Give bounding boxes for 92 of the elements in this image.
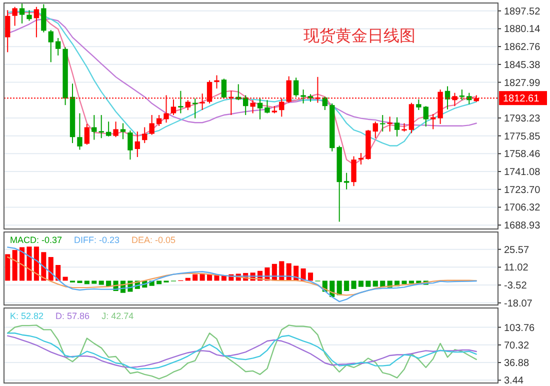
candlestick xyxy=(156,114,162,126)
y-tick-label: 1793.23 xyxy=(504,113,541,124)
y-tick-label: 1706.32 xyxy=(504,202,541,214)
bar xyxy=(20,247,25,281)
bar xyxy=(408,280,414,284)
candlestick xyxy=(430,114,436,130)
candlestick xyxy=(106,121,112,137)
candlestick xyxy=(214,74,220,90)
candlestick xyxy=(92,114,97,140)
candlestick xyxy=(264,100,270,114)
y-tick-label: 1827.99 xyxy=(504,78,541,89)
text: DEA: -0.05 xyxy=(132,235,176,245)
bar xyxy=(308,272,314,281)
ref-line-label: 1812.61 xyxy=(503,94,540,105)
candlestick xyxy=(98,114,104,139)
candlestick xyxy=(134,131,140,158)
candlestick xyxy=(84,123,90,146)
candlestick xyxy=(459,89,465,101)
text: D: 57.86 xyxy=(56,311,90,321)
bar xyxy=(336,280,342,296)
y-tick-label: 1880.14 xyxy=(504,24,541,36)
y-tick-label: -18.07 xyxy=(504,298,533,310)
bar xyxy=(214,275,220,281)
candlestick xyxy=(351,156,356,187)
bar xyxy=(98,280,104,285)
candlestick xyxy=(221,78,227,99)
y-tick-label: 1862.76 xyxy=(504,42,541,54)
candlestick xyxy=(5,10,10,53)
y-tick-label: -3.52 xyxy=(504,280,528,292)
bar xyxy=(77,280,82,284)
bar xyxy=(402,280,407,284)
y-tick-label: 36.88 xyxy=(504,358,530,370)
y-tick-label: 25.57 xyxy=(504,244,530,256)
candlestick xyxy=(293,77,299,98)
candlestick xyxy=(142,126,148,144)
series-label: K: 52.82 xyxy=(10,311,44,321)
line-series xyxy=(7,246,477,302)
bar xyxy=(156,280,162,284)
y-tick-label: 1741.08 xyxy=(504,167,541,178)
candlestick xyxy=(394,116,400,137)
bar xyxy=(344,280,350,292)
candlestick xyxy=(300,89,306,104)
candlestick xyxy=(372,121,378,139)
candlestick xyxy=(387,116,392,132)
bar xyxy=(26,246,32,281)
candlestick xyxy=(416,98,422,110)
y-tick-label: 1897.52 xyxy=(504,6,541,18)
y-tick-label: 11.02 xyxy=(504,262,529,274)
candlestick xyxy=(34,6,40,38)
bar xyxy=(192,274,198,281)
text: DIFF: -0.23 xyxy=(74,235,120,245)
candlestick xyxy=(113,121,118,138)
bar xyxy=(48,257,54,281)
y-tick-label: 3.44 xyxy=(504,376,524,386)
series-label: MACD: -0.37 xyxy=(10,235,62,245)
y-tick-label: 1845.38 xyxy=(504,60,541,71)
bar xyxy=(106,280,112,287)
candlestick xyxy=(41,4,46,33)
y-tick-label: 1775.85 xyxy=(504,131,541,142)
text: J: 42.74 xyxy=(102,311,134,321)
line-series xyxy=(7,324,477,380)
candlestick xyxy=(26,10,32,22)
candlestick xyxy=(178,90,184,114)
bar xyxy=(34,246,39,281)
bar xyxy=(372,280,378,287)
y-tick-label: 103.76 xyxy=(504,322,536,334)
bar xyxy=(56,265,61,281)
bar xyxy=(366,280,371,287)
candlestick xyxy=(344,172,350,190)
candlestick xyxy=(120,122,126,140)
y-tick-label: 1758.46 xyxy=(504,149,541,160)
bar xyxy=(351,280,356,289)
candlestick xyxy=(55,38,61,56)
y-tick-label: 1688.93 xyxy=(504,220,541,232)
candlestick xyxy=(48,30,54,63)
candlestick xyxy=(257,98,263,120)
bar xyxy=(5,254,10,281)
candlestick xyxy=(128,130,133,160)
candlestick xyxy=(12,6,18,26)
y-tick-label: 1723.70 xyxy=(504,184,541,196)
bar xyxy=(358,280,364,287)
line-series xyxy=(7,256,477,296)
candlestick xyxy=(19,3,25,24)
candlestick xyxy=(423,106,428,128)
candlestick xyxy=(149,114,154,136)
bar xyxy=(84,280,90,284)
bar xyxy=(92,280,97,284)
bar xyxy=(12,250,18,281)
candlestick xyxy=(77,112,82,150)
text: 现货黄金日线图 xyxy=(304,27,416,45)
candlestick xyxy=(380,114,386,132)
y-tick-label: 70.32 xyxy=(504,340,530,352)
